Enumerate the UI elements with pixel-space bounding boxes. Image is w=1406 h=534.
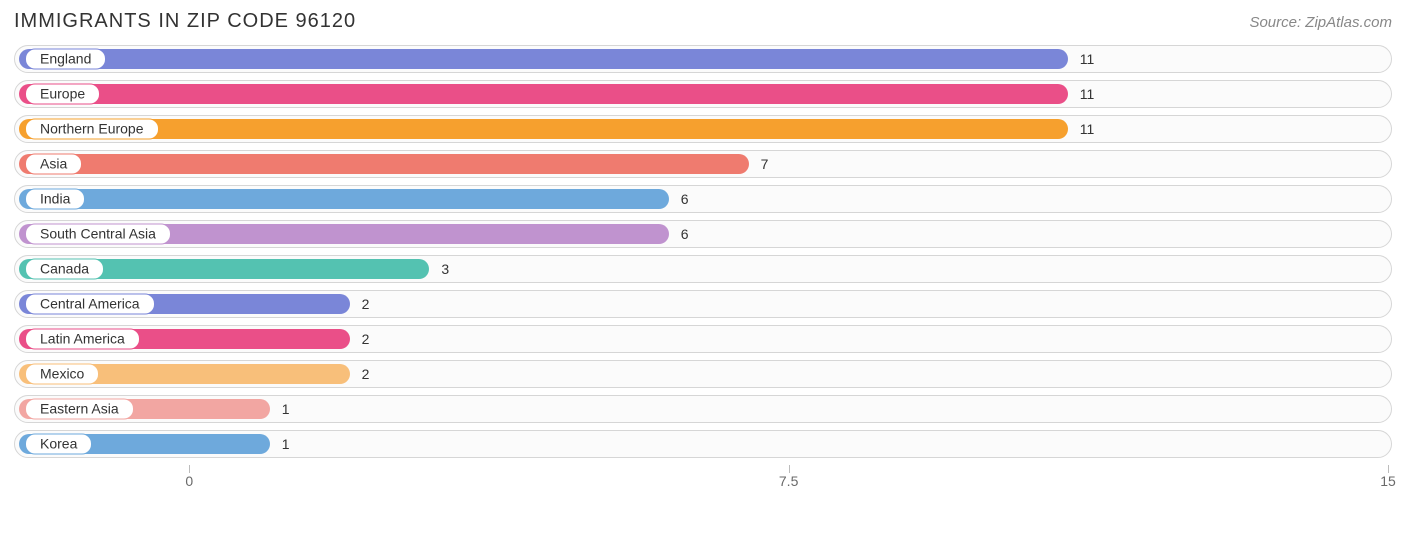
bar-track: England 11	[19, 49, 1387, 69]
bar-fill	[19, 119, 1068, 139]
bar-value: 6	[681, 226, 689, 242]
bar-value: 6	[681, 191, 689, 207]
bar-fill	[19, 189, 669, 209]
bar-track: Northern Europe 11	[19, 119, 1387, 139]
bar-row: Europe 11	[14, 80, 1392, 108]
bar-label-pill: Korea	[25, 434, 92, 455]
bar-label-pill: Northern Europe	[25, 119, 159, 140]
axis-tick	[1388, 465, 1389, 473]
bar-label-pill: Central America	[25, 294, 155, 315]
bar-value: 11	[1080, 51, 1095, 67]
bar-row: Eastern Asia 1	[14, 395, 1392, 423]
bar-label-pill: Asia	[25, 154, 82, 175]
bar-track: India 6	[19, 189, 1387, 209]
bar-row: Central America 2	[14, 290, 1392, 318]
bar-label-pill: Latin America	[25, 329, 140, 350]
bar-value: 11	[1080, 121, 1095, 137]
bar-row: Latin America 2	[14, 325, 1392, 353]
bar-fill	[19, 49, 1068, 69]
bar-row: Asia 7	[14, 150, 1392, 178]
bar-track: Central America 2	[19, 294, 1387, 314]
bar-value: 1	[282, 436, 290, 452]
bar-track: Europe 11	[19, 84, 1387, 104]
bar-fill	[19, 154, 749, 174]
bar-track: Asia 7	[19, 154, 1387, 174]
chart-source: Source: ZipAtlas.com	[1249, 14, 1392, 31]
bar-row: Korea 1	[14, 430, 1392, 458]
bar-row: Canada 3	[14, 255, 1392, 283]
axis-label: 15	[1380, 473, 1396, 489]
bar-value: 11	[1080, 86, 1095, 102]
bar-row: India 6	[14, 185, 1392, 213]
axis-tick	[189, 465, 190, 473]
axis-label: 0	[185, 473, 193, 489]
bar-value: 2	[362, 366, 370, 382]
axis-label: 7.5	[779, 473, 798, 489]
bar-track: Canada 3	[19, 259, 1387, 279]
bar-label-pill: Europe	[25, 84, 100, 105]
bar-label-pill: Canada	[25, 259, 104, 280]
bar-row: Northern Europe 11	[14, 115, 1392, 143]
chart-header: IMMIGRANTS IN ZIP CODE 96120 Source: Zip…	[14, 10, 1392, 33]
bar-value: 3	[441, 261, 449, 277]
bar-label-pill: India	[25, 189, 85, 210]
bar-label-pill: Eastern Asia	[25, 399, 134, 420]
x-axis: 07.515	[14, 465, 1392, 489]
bar-value: 2	[362, 331, 370, 347]
bar-value: 7	[761, 156, 769, 172]
bar-row: England 11	[14, 45, 1392, 73]
bar-label-pill: South Central Asia	[25, 224, 171, 245]
bar-track: Mexico 2	[19, 364, 1387, 384]
bar-row: Mexico 2	[14, 360, 1392, 388]
chart-title: IMMIGRANTS IN ZIP CODE 96120	[14, 10, 356, 33]
bar-track: Eastern Asia 1	[19, 399, 1387, 419]
axis-tick	[789, 465, 790, 473]
bar-label-pill: England	[25, 49, 106, 70]
bar-track: Latin America 2	[19, 329, 1387, 349]
bar-chart: England11Europe11Northern Europe11Asia7I…	[14, 45, 1392, 489]
bar-label-pill: Mexico	[25, 364, 99, 385]
bar-track: Korea 1	[19, 434, 1387, 454]
bar-track: South Central Asia 6	[19, 224, 1387, 244]
bar-value: 1	[282, 401, 290, 417]
bar-value: 2	[362, 296, 370, 312]
bar-fill	[19, 84, 1068, 104]
bar-row: South Central Asia 6	[14, 220, 1392, 248]
